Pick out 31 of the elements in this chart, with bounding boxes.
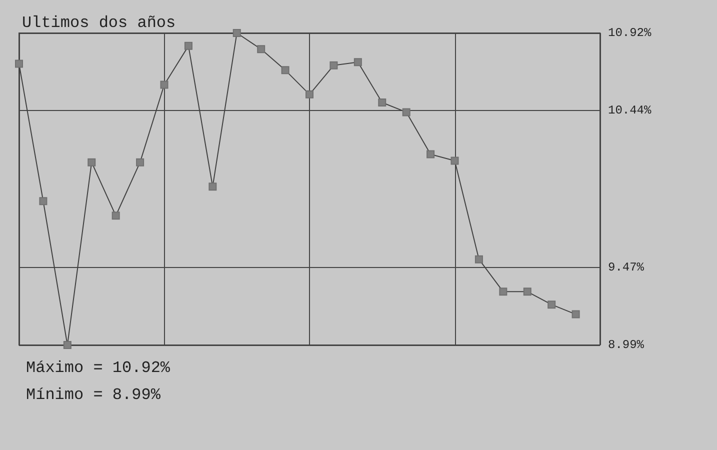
point xyxy=(136,158,144,166)
point xyxy=(450,156,459,165)
point xyxy=(378,98,386,107)
point xyxy=(499,288,508,296)
point xyxy=(160,80,168,89)
point xyxy=(232,29,241,37)
point xyxy=(15,60,23,68)
text: Mínimo = 8.99% xyxy=(26,386,161,404)
y-tick-label: 10.92% xyxy=(608,26,652,40)
point xyxy=(184,42,192,50)
point xyxy=(208,182,217,191)
y-tick-label: 8.99% xyxy=(608,338,645,352)
text: Máximo = 10.92% xyxy=(26,359,170,377)
point xyxy=(426,150,435,158)
point xyxy=(474,255,483,264)
point xyxy=(281,66,290,74)
chart-title: Ultimos dos años xyxy=(22,14,176,32)
point xyxy=(112,212,120,220)
point xyxy=(257,45,266,54)
point xyxy=(548,300,556,309)
y-tick-label: 9.47% xyxy=(608,260,645,274)
point xyxy=(402,108,410,116)
point xyxy=(354,58,362,66)
point xyxy=(523,288,532,296)
point xyxy=(330,61,338,70)
point xyxy=(306,90,314,98)
point xyxy=(63,341,72,349)
point xyxy=(39,197,48,206)
y-tick-label: 10.44% xyxy=(608,104,652,118)
point xyxy=(572,310,580,318)
point xyxy=(88,158,96,166)
